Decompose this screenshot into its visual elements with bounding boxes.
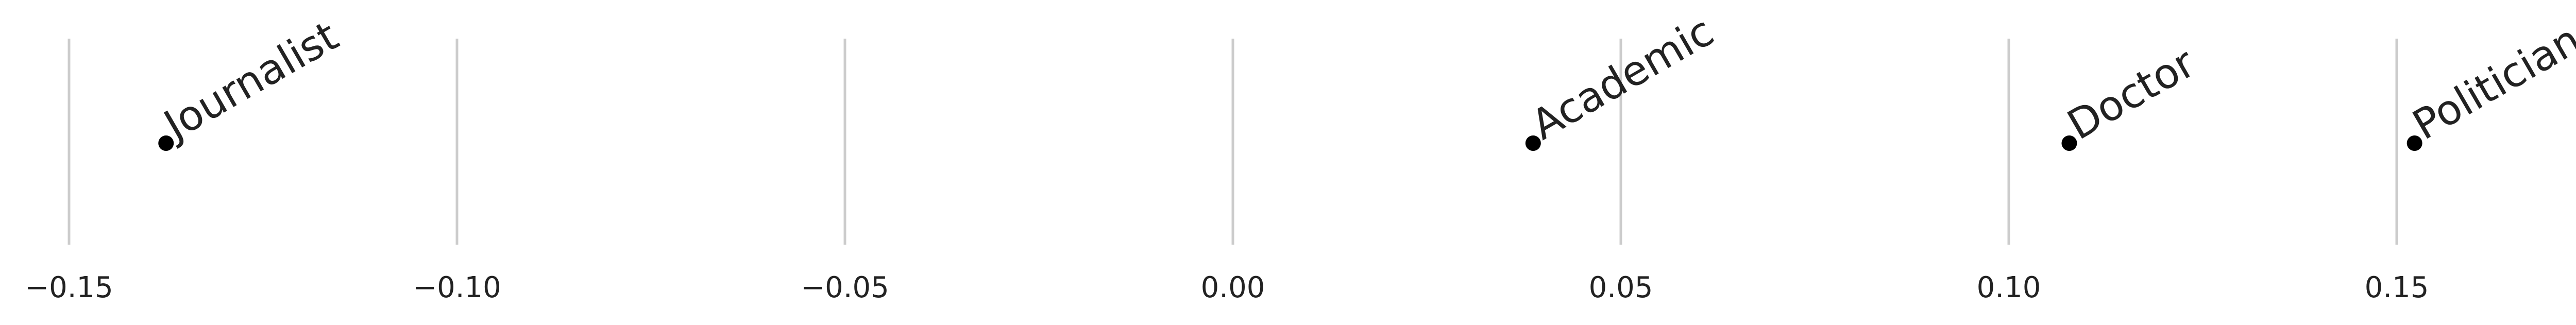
- data-point-journalist: [158, 135, 174, 151]
- x-tick-label: 0.05: [1589, 271, 1653, 304]
- x-tick-label: −0.10: [413, 271, 501, 304]
- grid-lines: [67, 39, 2398, 245]
- point-label-doctor: Doctor: [2059, 39, 2202, 149]
- x-tick-label: 0.15: [2365, 271, 2429, 304]
- x-tick-label: 0.10: [1977, 271, 2041, 304]
- x-tick-label: −0.15: [25, 271, 113, 304]
- data-point-politician: [2406, 135, 2422, 151]
- point-label-academic: Academic: [1523, 7, 1722, 149]
- data-point-academic: [1525, 135, 1541, 151]
- point-label-politician: Politician: [2405, 15, 2576, 149]
- data-points: Journalist Academic Doctor Politician: [154, 7, 2576, 151]
- x-tick-label: 0.00: [1201, 271, 1265, 304]
- point-label-journalist: Journalist: [154, 12, 346, 150]
- x-axis-tick-labels: −0.15 −0.10 −0.05 0.00 0.05 0.10 0.15: [25, 271, 2429, 304]
- x-tick-label: −0.05: [801, 271, 889, 304]
- data-point-doctor: [2061, 135, 2077, 151]
